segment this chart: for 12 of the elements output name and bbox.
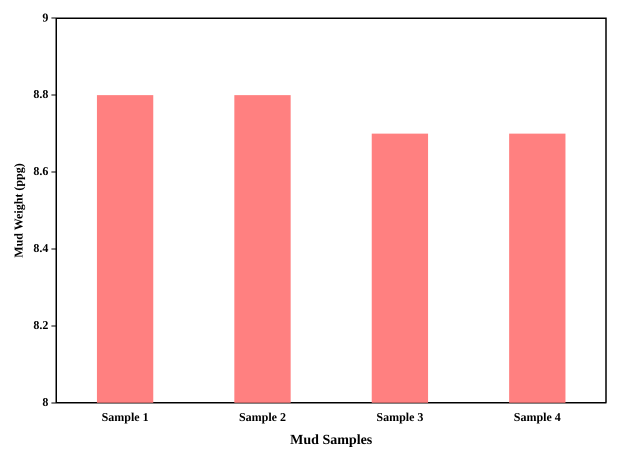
x-tick-label: Sample 3: [376, 410, 424, 424]
y-tick-label: 8.2: [33, 318, 48, 332]
y-tick-label: 8: [42, 394, 48, 409]
x-tick-label: Sample 4: [514, 410, 561, 424]
x-tick-label: Sample 2: [238, 410, 286, 424]
y-tick-label: 8.4: [33, 241, 48, 256]
y-tick-label: 8.8: [33, 87, 48, 102]
y-tick-label: 8.6: [33, 164, 48, 178]
y-axis-title: Mud Weight (ppg): [11, 163, 26, 258]
x-tick-label: Sample 1: [102, 410, 149, 424]
y-tick-label: 9: [42, 10, 48, 24]
x-axis-title: Mud Samples: [290, 433, 373, 448]
